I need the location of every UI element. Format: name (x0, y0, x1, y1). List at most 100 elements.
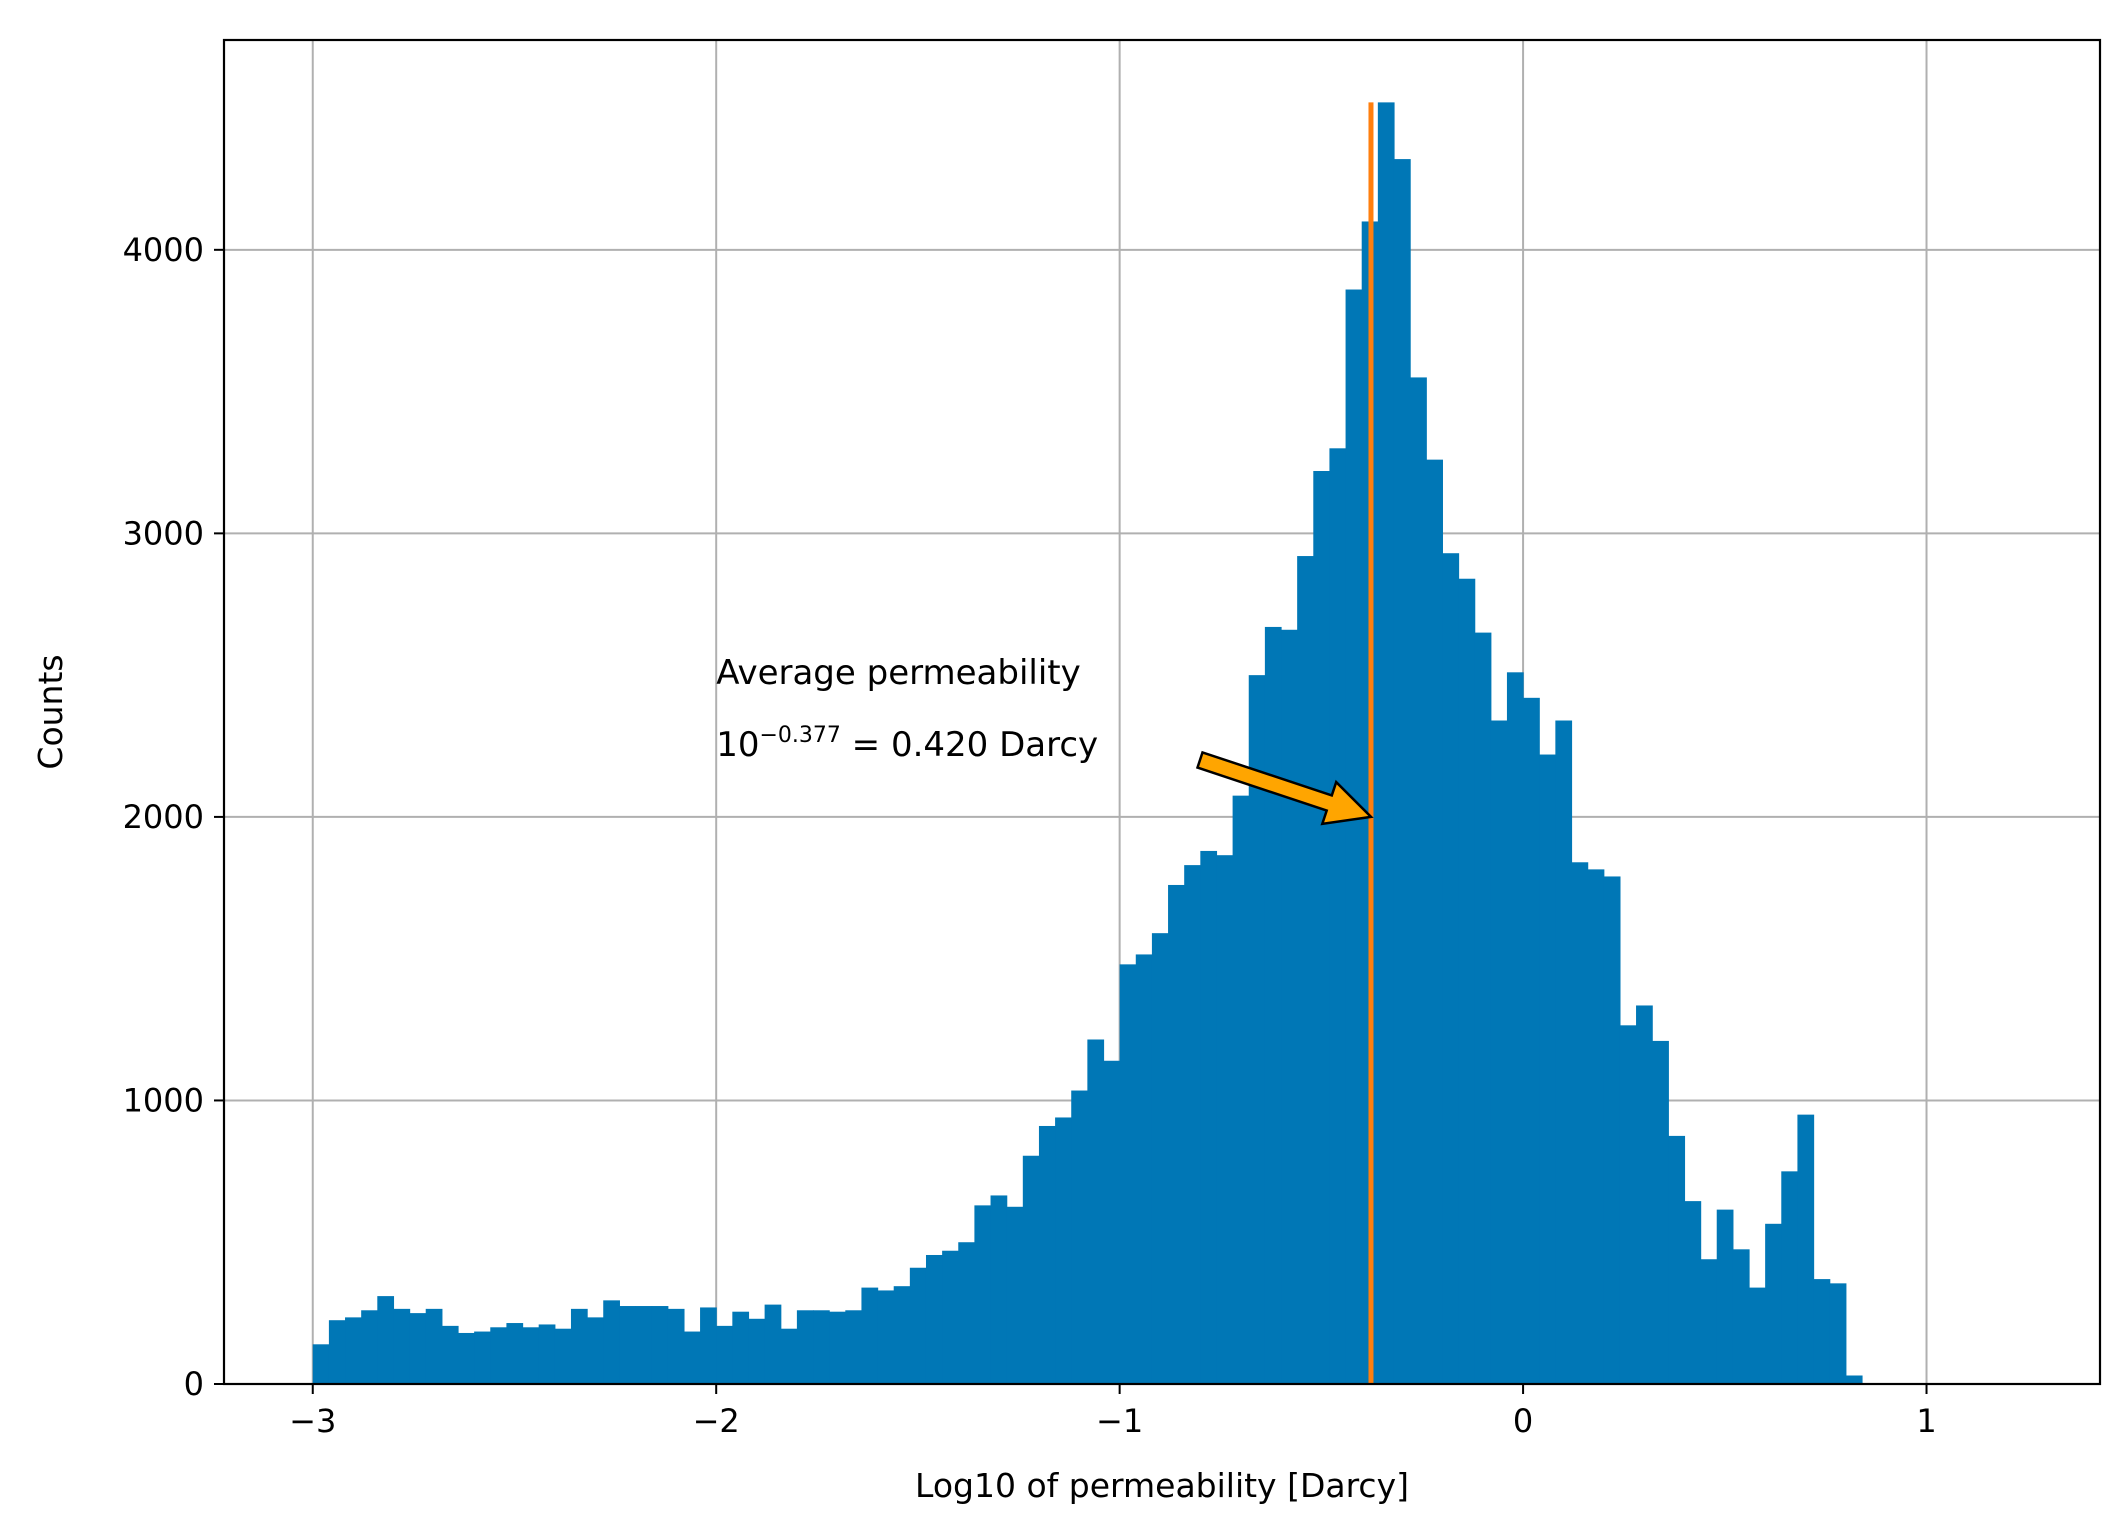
histogram-bar (1200, 850, 1218, 1384)
histogram-bar (1313, 470, 1331, 1385)
histogram-bar (1248, 675, 1266, 1384)
annotation-line1: Average permeability (716, 653, 1081, 693)
histogram-bar (1845, 1375, 1863, 1384)
histogram-bar (732, 1311, 750, 1384)
histogram-bar (522, 1327, 540, 1384)
histogram-bar (1619, 1025, 1637, 1384)
histogram-bar (780, 1328, 798, 1384)
histogram-bars (312, 102, 1863, 1385)
y-tick-label: 1000 (123, 1081, 204, 1119)
histogram-bar (538, 1324, 556, 1384)
y-tick-label: 4000 (123, 231, 204, 269)
histogram-bar (1006, 1206, 1024, 1384)
histogram-bar (1684, 1201, 1702, 1384)
histogram-bar (1668, 1135, 1686, 1384)
histogram-bar (409, 1313, 427, 1384)
histogram-bar (909, 1267, 927, 1384)
y-tick-label: 0 (184, 1365, 204, 1403)
histogram-bar (1797, 1114, 1815, 1384)
histogram-bar (1426, 459, 1443, 1384)
histogram-bar (1216, 855, 1234, 1384)
histogram-bar (603, 1300, 620, 1384)
histogram-bar (570, 1308, 588, 1384)
histogram-bar (942, 1250, 959, 1384)
histogram-bar (635, 1306, 653, 1384)
histogram-bar (425, 1308, 443, 1384)
histogram-bar (651, 1306, 669, 1384)
histogram-bar (1377, 102, 1395, 1384)
histogram-bar (345, 1317, 362, 1384)
histogram-bar (667, 1308, 685, 1384)
histogram-bar (764, 1304, 782, 1384)
x-tick-label: −1 (1096, 1402, 1143, 1440)
y-tick-label: 3000 (123, 514, 204, 552)
histogram-bar (328, 1320, 346, 1384)
histogram-bar (1523, 697, 1540, 1384)
histogram-bar (1055, 1117, 1072, 1384)
histogram-bar (861, 1287, 879, 1384)
axes-frame (222, 38, 2102, 1386)
histogram-bar (1603, 876, 1621, 1384)
histogram-bar (393, 1308, 411, 1384)
histogram-bar (1490, 720, 1508, 1384)
histogram-bar (1071, 1090, 1088, 1384)
y-axis-label: Counts (31, 654, 70, 769)
histogram-bar (1781, 1171, 1799, 1384)
histogram-bar (1119, 964, 1137, 1384)
histogram-bar (990, 1195, 1008, 1384)
histogram-bar (716, 1325, 733, 1384)
histogram-bar (1087, 1039, 1105, 1384)
y-tick-label: 2000 (123, 798, 204, 836)
histogram-bar (1749, 1287, 1766, 1384)
histogram-bar (877, 1290, 895, 1384)
histogram-bar (925, 1254, 943, 1384)
histogram-bar (1103, 1060, 1121, 1384)
histogram-bar (619, 1306, 637, 1384)
histogram-bar (829, 1311, 846, 1384)
histogram-bar (1281, 629, 1298, 1384)
annotation-base: 10 (716, 725, 759, 765)
histogram-bar (845, 1310, 863, 1384)
histogram-bar (683, 1331, 701, 1384)
histogram-bar (1038, 1125, 1056, 1384)
x-axis-label: Log10 of permeability [Darcy] (915, 1466, 1409, 1505)
histogram-bar (587, 1317, 604, 1384)
histogram-bar (1539, 754, 1556, 1384)
histogram-bar (377, 1296, 395, 1384)
histogram-bar (1329, 448, 1347, 1384)
annotation-line2: 10−0.377 = 0.420 Darcy (716, 723, 1098, 765)
annotation-rest: = 0.420 Darcy (841, 725, 1098, 765)
histogram-bar (974, 1205, 992, 1384)
histogram-bar (1700, 1259, 1718, 1384)
histogram-bar (312, 1344, 330, 1384)
annotation-arrow (1195, 750, 1374, 826)
histogram-bar (1168, 884, 1185, 1384)
histogram-bar (796, 1310, 814, 1384)
histogram-bar (958, 1242, 975, 1384)
histogram-bar (490, 1327, 508, 1384)
histogram-bar (1571, 862, 1589, 1384)
y-axis-ticks: 0 1000 2000 3000 4000 (123, 231, 224, 1403)
histogram-bar (474, 1331, 491, 1384)
histogram-bar (1813, 1279, 1831, 1384)
histogram-bar (1345, 289, 1363, 1384)
histogram-bar (441, 1325, 459, 1384)
histogram-bar (1151, 933, 1169, 1384)
annotation-exponent: −0.377 (759, 723, 840, 748)
histogram-bar (1442, 553, 1460, 1384)
histogram-bar (813, 1310, 830, 1384)
histogram-bar (1232, 795, 1250, 1384)
histogram-bar (1393, 159, 1411, 1384)
histogram-bar (1555, 720, 1573, 1384)
histogram-bar (1636, 1005, 1653, 1384)
histogram-bar (1765, 1223, 1782, 1384)
histogram-bar (1474, 632, 1492, 1384)
histogram-bar (1264, 626, 1282, 1384)
histogram-bar (700, 1307, 717, 1384)
histogram-bar (506, 1323, 524, 1384)
x-tick-label: −2 (693, 1402, 740, 1440)
x-tick-label: 0 (1513, 1402, 1533, 1440)
histogram-bar (1135, 954, 1153, 1384)
histogram-bar (1184, 865, 1201, 1384)
